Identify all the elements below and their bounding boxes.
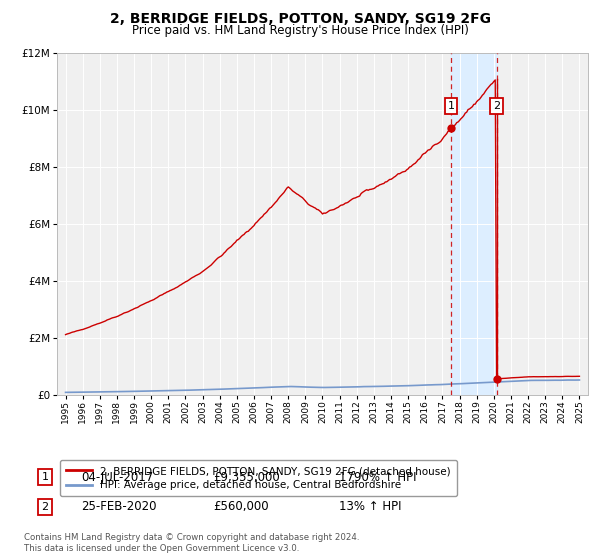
- Bar: [451, 53, 497, 395]
- Text: 13% ↑ HPI: 13% ↑ HPI: [339, 500, 401, 514]
- Text: 2: 2: [41, 502, 49, 512]
- Text: 2: 2: [493, 101, 500, 111]
- Text: This data is licensed under the Open Government Licence v3.0.: This data is licensed under the Open Gov…: [24, 544, 299, 553]
- Legend: 2, BERRIDGE FIELDS, POTTON, SANDY, SG19 2FG (detached house), HPI: Average price: 2, BERRIDGE FIELDS, POTTON, SANDY, SG19 …: [59, 460, 457, 497]
- Text: 1: 1: [448, 101, 454, 111]
- Text: 25-FEB-2020: 25-FEB-2020: [81, 500, 157, 514]
- Text: Contains HM Land Registry data © Crown copyright and database right 2024.: Contains HM Land Registry data © Crown c…: [24, 533, 359, 542]
- Text: £9,355,000: £9,355,000: [213, 470, 280, 484]
- Text: £560,000: £560,000: [213, 500, 269, 514]
- Text: 1: 1: [41, 472, 49, 482]
- Text: Price paid vs. HM Land Registry's House Price Index (HPI): Price paid vs. HM Land Registry's House …: [131, 24, 469, 36]
- Text: 1790% ↑ HPI: 1790% ↑ HPI: [339, 470, 416, 484]
- Text: 04-JUL-2017: 04-JUL-2017: [81, 470, 153, 484]
- Text: 2, BERRIDGE FIELDS, POTTON, SANDY, SG19 2FG: 2, BERRIDGE FIELDS, POTTON, SANDY, SG19 …: [110, 12, 491, 26]
